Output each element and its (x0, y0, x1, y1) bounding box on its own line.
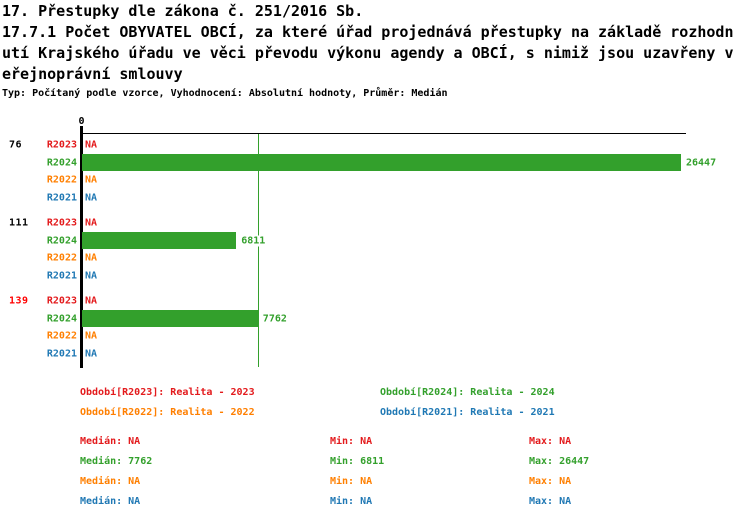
value-bar (82, 154, 681, 171)
series-label: R2022 (46, 252, 77, 264)
bar-value-label: 7762 (261, 313, 288, 325)
na-value: NA (85, 192, 98, 204)
report-title: 17. Přestupky dle zákona č. 251/2016 Sb. (2, 2, 364, 20)
x-axis-zero-label: 0 (78, 116, 85, 127)
series-label: R2024 (46, 157, 77, 169)
stat-min: Min: NA (330, 436, 373, 447)
x-axis-line (80, 132, 686, 134)
stat-min: Min: NA (330, 496, 373, 507)
na-value: NA (85, 295, 98, 307)
stat-median: Medián: 7762 (80, 456, 153, 467)
series-label: R2021 (46, 348, 77, 360)
stat-min: Min: NA (330, 476, 373, 487)
stat-min: Min: 6811 (330, 456, 385, 467)
bar-value-label: 26447 (685, 157, 718, 169)
series-label: R2024 (46, 235, 77, 247)
stat-median: Medián: NA (80, 496, 141, 507)
stat-median: Medián: NA (80, 436, 141, 447)
chart-row: R2021 NA (0, 189, 750, 207)
series-label: R2022 (46, 174, 77, 186)
indicator-title-line1: 17.7.1 Počet OBYVATEL OBCÍ, za které úřa… (2, 23, 734, 41)
bar-value-label: 6811 (240, 235, 267, 247)
median-line (257, 134, 260, 367)
chart-row: R2022 NA (0, 328, 750, 346)
na-value: NA (85, 217, 98, 229)
chart-row: 76 R2023 NA (0, 136, 750, 154)
stat-max: Max: 26447 (529, 456, 590, 467)
legend-item: Období[R2021]: Realita - 2021 (380, 407, 555, 418)
group-label: 111 (9, 217, 29, 229)
na-value: NA (85, 174, 98, 186)
chart-row: 139 R2023 NA (0, 292, 750, 310)
y-axis-line (80, 126, 83, 368)
value-bar (82, 310, 258, 328)
series-label: R2023 (46, 139, 77, 151)
chart-row: R2024 26447 (0, 154, 750, 172)
series-label: R2024 (46, 313, 77, 325)
legend-item: Období[R2023]: Realita - 2023 (80, 387, 255, 398)
legend-item: Období[R2024]: Realita - 2024 (380, 387, 555, 398)
group-label: 139 (9, 295, 29, 307)
chart-row: R2024 6811 (0, 232, 750, 250)
indicator-title-line2: utí Krajského úřadu ve věci převodu výko… (2, 44, 734, 62)
stat-max: Max: NA (529, 436, 572, 447)
indicator-title-line3: eřejnoprávní smlouvy (2, 65, 183, 83)
stat-max: Max: NA (529, 496, 572, 507)
series-label: R2022 (46, 330, 77, 342)
stat-max: Max: NA (529, 476, 572, 487)
series-label: R2023 (46, 217, 77, 229)
chart-row: R2021 NA (0, 267, 750, 285)
chart-row: 111 R2023 NA (0, 214, 750, 232)
stat-median: Medián: NA (80, 476, 141, 487)
series-label: R2023 (46, 295, 77, 307)
na-value: NA (85, 270, 98, 282)
chart-row: R2024 7762 (0, 310, 750, 328)
chart-row: R2022 NA (0, 250, 750, 268)
value-bar (82, 232, 237, 250)
series-label: R2021 (46, 270, 77, 282)
group-label: 76 (9, 139, 23, 151)
chart-row: R2021 NA (0, 345, 750, 363)
na-value: NA (85, 252, 98, 264)
na-value: NA (85, 348, 98, 360)
chart-row: R2022 NA (0, 171, 750, 189)
series-label: R2021 (46, 192, 77, 204)
legend-item: Období[R2022]: Realita - 2022 (80, 407, 255, 418)
na-value: NA (85, 330, 98, 342)
na-value: NA (85, 139, 98, 151)
chart-meta: Typ: Počítaný podle vzorce, Vyhodnocení:… (2, 88, 448, 99)
